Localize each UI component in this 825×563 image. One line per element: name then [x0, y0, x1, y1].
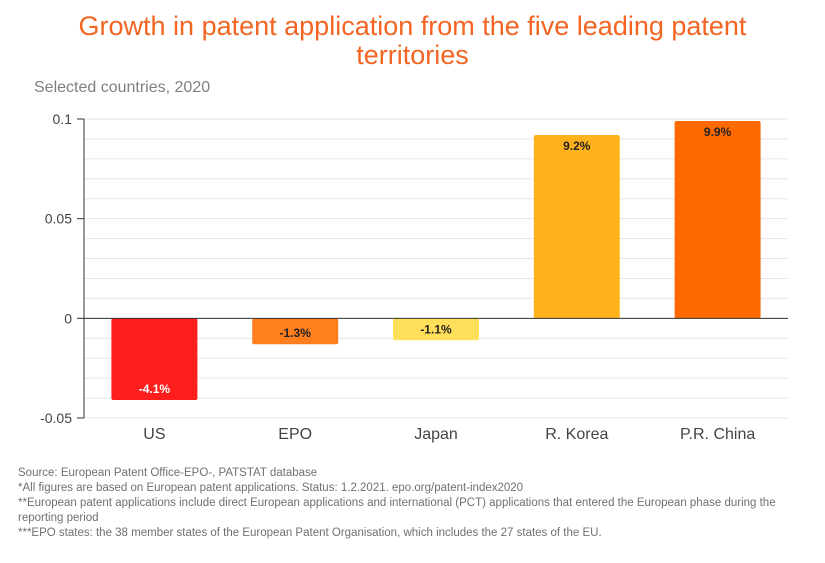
y-tick-label: 0.05 [45, 211, 72, 227]
footnote-3: ***EPO states: the 38 member states of t… [18, 527, 602, 539]
bar-p-r-china [674, 120, 761, 319]
labels: -4.1% US -1.3% EPO -1.1% Japan 9.2% R. Korea 9.9… [139, 125, 756, 443]
bar-epo [252, 318, 339, 345]
y-tick-label: 0 [64, 310, 72, 326]
data-label: 9.2% [563, 139, 591, 153]
bars [111, 120, 761, 401]
chart-subtitle: Selected countries, 2020 [34, 79, 211, 96]
bar-japan [393, 318, 479, 341]
x-tick-label: US [143, 426, 165, 443]
y-tick-label: -0.05 [40, 410, 72, 426]
x-tick-label: EPO [278, 426, 312, 443]
data-label: -1.1% [420, 322, 452, 336]
x-tick-label: R. Korea [545, 426, 608, 443]
footnote-source: Source: European Patent Office-EPO-, PAT… [18, 467, 318, 479]
x-tick-label: Japan [414, 426, 458, 443]
bar-us [111, 318, 198, 401]
axes: -0.05 0 0.05 0.1 [40, 111, 788, 426]
chart-title: Growth in patent application from the fi… [78, 11, 747, 70]
footnote-2: **European patent applications include d… [18, 497, 776, 524]
footnote-1: *All figures are based on European paten… [18, 482, 524, 494]
y-tick-label: 0.1 [53, 111, 73, 127]
data-label: -4.1% [139, 382, 171, 396]
bar-chart: -0.05 0 0.05 0.1 -4.1% US -1.3% EPO -1.1% Japan 9… [40, 111, 788, 443]
footnotes: Source: European Patent Office-EPO-, PAT… [18, 466, 818, 541]
data-label: -1.3% [280, 326, 312, 340]
data-label: 9.9% [704, 125, 732, 139]
x-tick-label: P.R. China [680, 426, 755, 443]
bar-r-korea [533, 134, 620, 319]
